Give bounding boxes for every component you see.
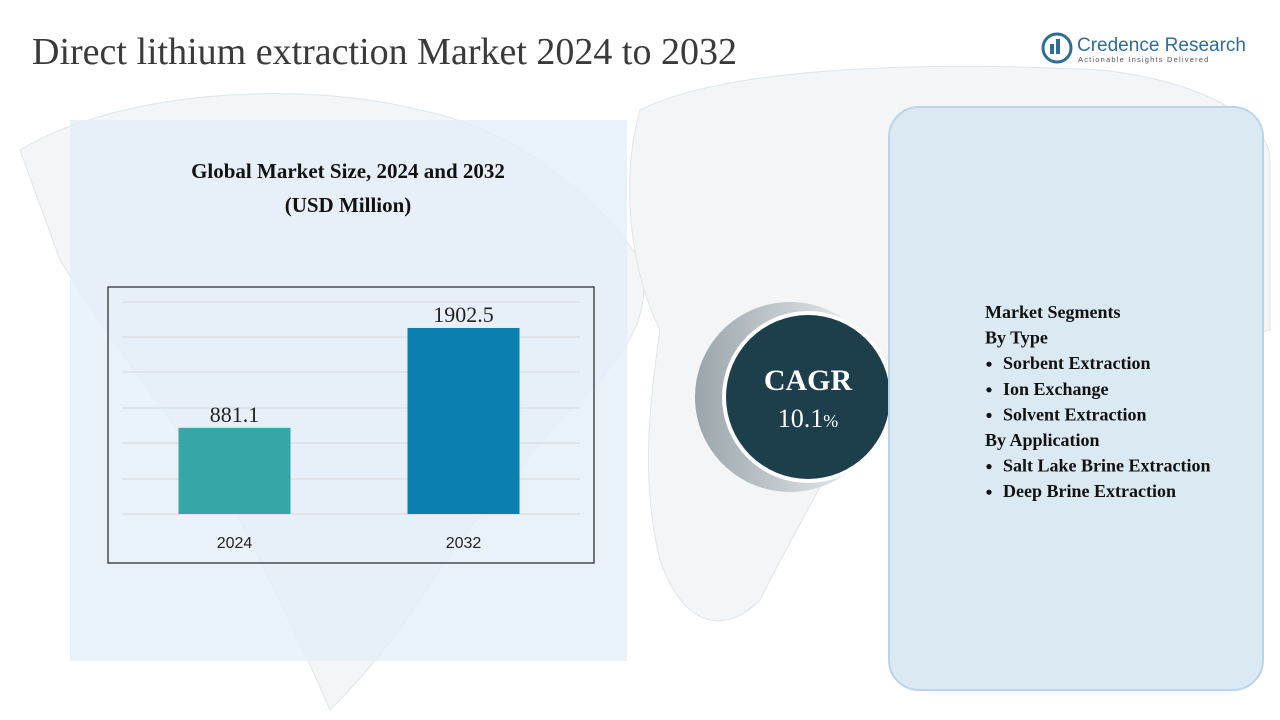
cagr-badge: CAGR 10.1% [695, 302, 894, 492]
chart-subtitle: (USD Million) [285, 193, 412, 217]
cagr-value: 10.1 [778, 404, 824, 433]
logo-icon [1041, 32, 1073, 64]
x-tick-label: 2024 [217, 535, 253, 552]
data-label: 881.1 [210, 402, 260, 427]
x-tick-label: 2032 [446, 535, 482, 552]
chart-title: Global Market Size, 2024 and 2032 [191, 159, 505, 183]
segment-item: Sorbent Extraction [1003, 353, 1151, 373]
bullet [986, 387, 992, 393]
bar [178, 427, 291, 514]
segment-group: By Application [985, 430, 1100, 450]
segments: Market Segments By Type Sorbent Extraction… [985, 302, 1211, 501]
segment-item: Ion Exchange [1003, 379, 1109, 399]
segment-item: Salt Lake Brine Extraction [1003, 456, 1211, 476]
chart-panel [70, 120, 627, 661]
logo-icon [1056, 39, 1060, 54]
segment-group: By Type [985, 328, 1048, 348]
segments-panel [888, 106, 1264, 691]
segments-heading: Market Segments [985, 302, 1120, 322]
page-title: Direct lithium extraction Market 2024 to… [32, 31, 737, 73]
bullet [986, 464, 992, 470]
segment-item: Solvent Extraction [1003, 404, 1147, 424]
bar [407, 327, 520, 514]
chart-frame [107, 286, 595, 564]
cagr-value-text: 10.1% [778, 404, 839, 433]
logo-name: Credence Research [1077, 35, 1246, 56]
logo-icon [1050, 44, 1054, 54]
data-label: 1902.5 [433, 302, 494, 327]
cagr-circle [726, 315, 890, 479]
bullet [986, 489, 992, 495]
bullet [986, 412, 992, 418]
logo: Credence Research Actionable Insights De… [1041, 32, 1246, 64]
cagr-unit: % [823, 411, 838, 431]
bars: 2024 881.1 2032 1902.5 [178, 302, 520, 552]
bullet [986, 361, 992, 367]
logo-tagline: Actionable Insights Delivered [1078, 55, 1210, 64]
cagr-label: CAGR [764, 364, 853, 397]
segment-item: Deep Brine Extraction [1003, 481, 1176, 501]
